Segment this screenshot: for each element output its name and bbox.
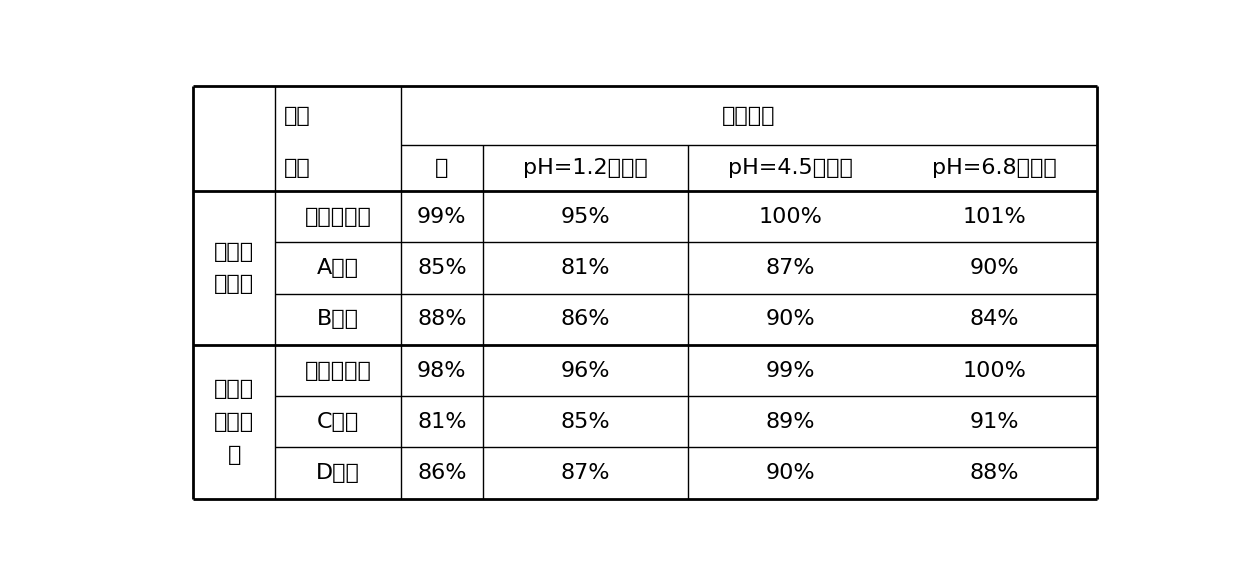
Text: 米格列
奈钒片: 米格列 奈钒片 [215, 242, 254, 295]
Text: 86%: 86% [560, 310, 610, 329]
Text: 85%: 85% [560, 412, 610, 431]
Text: 米格列
奈钒胶
囊: 米格列 奈钒胶 囊 [215, 379, 254, 465]
Text: 90%: 90% [765, 310, 815, 329]
Text: 84%: 84% [970, 310, 1019, 329]
Text: pH=6.8缓冲液: pH=6.8缓冲液 [932, 158, 1056, 178]
Text: 95%: 95% [560, 207, 610, 227]
Text: 85%: 85% [417, 258, 466, 278]
Text: 87%: 87% [765, 258, 815, 278]
Text: 水: 水 [435, 158, 449, 178]
Text: 溶出介质: 溶出介质 [722, 105, 776, 125]
Text: 89%: 89% [765, 412, 815, 431]
Text: 86%: 86% [417, 463, 466, 483]
Text: 样品: 样品 [284, 105, 311, 125]
Text: 98%: 98% [417, 360, 466, 381]
Text: pH=1.2缓冲液: pH=1.2缓冲液 [523, 158, 647, 178]
Text: 100%: 100% [758, 207, 822, 227]
Text: 101%: 101% [962, 207, 1027, 227]
Text: 88%: 88% [417, 310, 466, 329]
Text: 本发明样品: 本发明样品 [305, 207, 372, 227]
Text: 81%: 81% [417, 412, 466, 431]
Text: 87%: 87% [560, 463, 610, 483]
Text: C厂家: C厂家 [317, 412, 360, 431]
Text: 本发明样品: 本发明样品 [305, 360, 372, 381]
Text: 90%: 90% [970, 258, 1019, 278]
Text: 99%: 99% [765, 360, 815, 381]
Text: pH=4.5缓冲液: pH=4.5缓冲液 [728, 158, 853, 178]
Text: 96%: 96% [560, 360, 610, 381]
Text: 91%: 91% [970, 412, 1019, 431]
Text: B厂家: B厂家 [317, 310, 358, 329]
Text: D厂家: D厂家 [316, 463, 360, 483]
Text: 81%: 81% [560, 258, 610, 278]
Text: 99%: 99% [417, 207, 466, 227]
Text: 100%: 100% [962, 360, 1027, 381]
Text: 90%: 90% [765, 463, 815, 483]
Text: 来源: 来源 [284, 158, 311, 178]
Text: 88%: 88% [970, 463, 1019, 483]
Text: A厂家: A厂家 [317, 258, 358, 278]
